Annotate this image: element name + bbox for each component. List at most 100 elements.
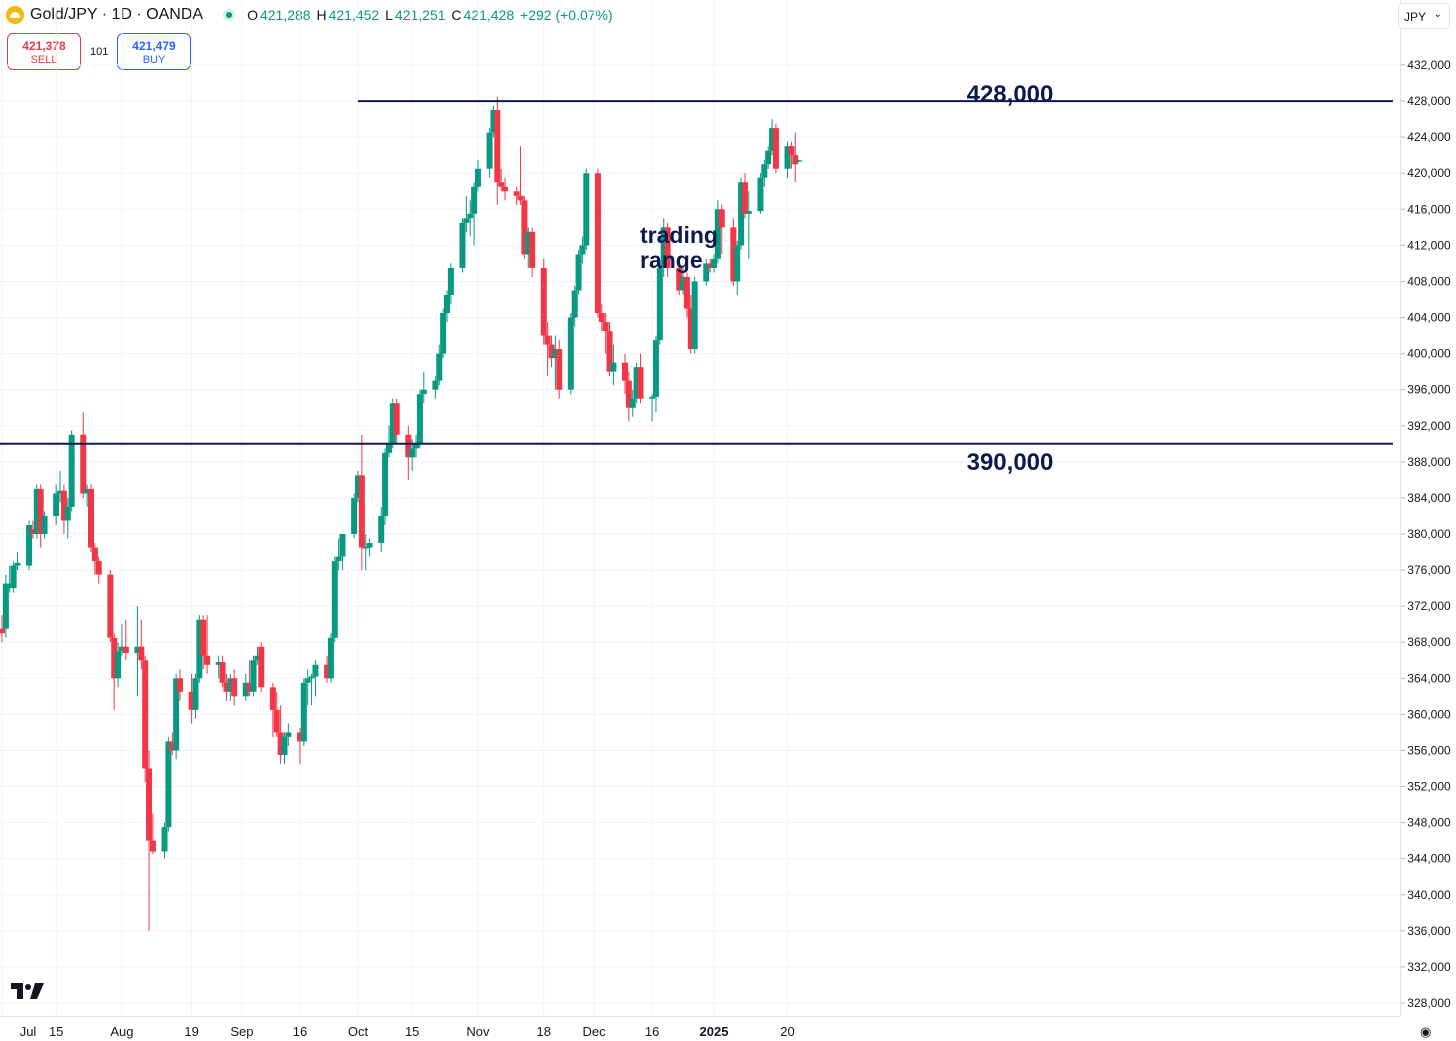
candle [683,272,690,318]
candle-body [60,490,67,521]
candle [633,362,640,404]
candle [734,240,741,295]
candle [567,313,574,395]
y-tick-label: 368,000 [1407,635,1451,649]
candle-body [552,349,559,359]
candle-body [173,678,180,751]
candle-body [664,227,671,268]
candle [467,200,474,237]
y-tick-label: 332,000 [1407,960,1451,974]
x-tick-label: 15 [49,1024,63,1039]
candle [215,655,222,679]
candle [188,673,195,724]
y-tick-label: 432,000 [1407,58,1451,72]
candle [792,132,799,183]
candle-body [602,322,609,332]
y-tick-label: 420,000 [1407,166,1451,180]
candle [757,173,764,214]
candle [111,633,118,710]
candle [339,534,346,571]
candle [761,159,768,187]
candle [312,660,319,697]
y-tick-label: 364,000 [1407,671,1451,685]
candle [459,218,466,273]
tradingview-logo-icon [11,983,44,999]
candle-body [718,209,725,228]
candle [447,263,454,305]
candle [177,669,184,701]
candle-body [362,547,369,549]
candle-body [707,263,714,268]
candle-body [436,353,443,381]
price-axis[interactable]: 432,000 428,000 424,000 420,000 416,000 412,0… [1400,0,1456,1016]
candle [606,322,613,377]
candle-body [571,290,578,318]
buy-price: 421,479 [132,39,176,53]
y-tick-label: 344,000 [1407,852,1451,866]
candle-body [405,434,412,458]
candle [41,511,48,539]
candle [741,173,748,219]
candle-body [312,664,319,677]
annotation-line-1: trading [640,222,718,248]
candle [521,195,528,259]
candle [714,200,721,264]
time-axis-ticks: Jul 15 Aug 19 Sep 16 Oct 15 Nov 18 Dec 16 2025 20 [20,1024,795,1039]
candle [331,556,338,643]
price-chart[interactable]: 428,000 390,000 trading range [0,0,1400,1016]
candle [622,353,629,395]
tradingview-logo[interactable] [11,983,45,1006]
candle [277,705,284,764]
y-tick-label: 392,000 [1407,419,1451,433]
candle [122,619,129,661]
candle-body [41,515,48,534]
time-axis[interactable]: Jul 15 Aug 19 Sep 16 Oct 15 Nov 18 Dec 16 2025 20 [0,1016,1400,1041]
high-value: 421,452 [328,7,380,23]
candle [196,615,203,683]
candle-body [339,534,346,557]
candle [115,642,122,688]
candle [517,146,524,205]
candle-body [118,646,125,652]
candle [37,484,44,548]
candle [231,669,238,706]
symbol-title[interactable]: Gold/JPY · 1D · OANDA [30,6,204,23]
sell-button[interactable]: 421,378 SELL [7,33,81,70]
buy-button[interactable]: 421,479 BUY [117,33,191,70]
candle [711,254,718,273]
candle [60,484,67,534]
candle [308,673,315,706]
candle [594,168,601,318]
candle-body [730,227,737,282]
ohlc-values: O 421,288 H 421,452 L 421,251 C 421,428 +292… [247,7,615,23]
candle [378,506,385,553]
y-tick-label: 376,000 [1407,563,1451,577]
y-tick-label: 428,000 [1407,94,1451,108]
candle-body [308,676,315,679]
currency-selector[interactable]: JPY ⌄ [1398,3,1450,29]
candle [525,227,532,268]
candle [285,723,292,746]
candle-body [575,254,582,291]
change-value: +292 (+0.07%) [520,7,613,23]
candle [652,335,659,413]
candle-body [358,475,365,548]
candle [730,218,737,286]
candle [169,732,176,755]
candle [784,141,791,178]
chart-settings-icon[interactable]: ◉ [1420,1024,1432,1039]
x-tick-label: 16 [293,1024,307,1039]
candle-body [366,543,373,548]
candle [498,168,505,192]
candle-body [548,344,555,359]
candle [84,484,91,507]
candle [366,538,373,557]
candle-body [463,218,470,223]
candle-body [64,506,71,521]
candle-body [459,222,466,268]
candle [242,673,249,701]
candle-body [486,132,493,169]
y-tick-label: 360,000 [1407,707,1451,721]
candle [471,182,478,246]
candle [273,691,280,737]
